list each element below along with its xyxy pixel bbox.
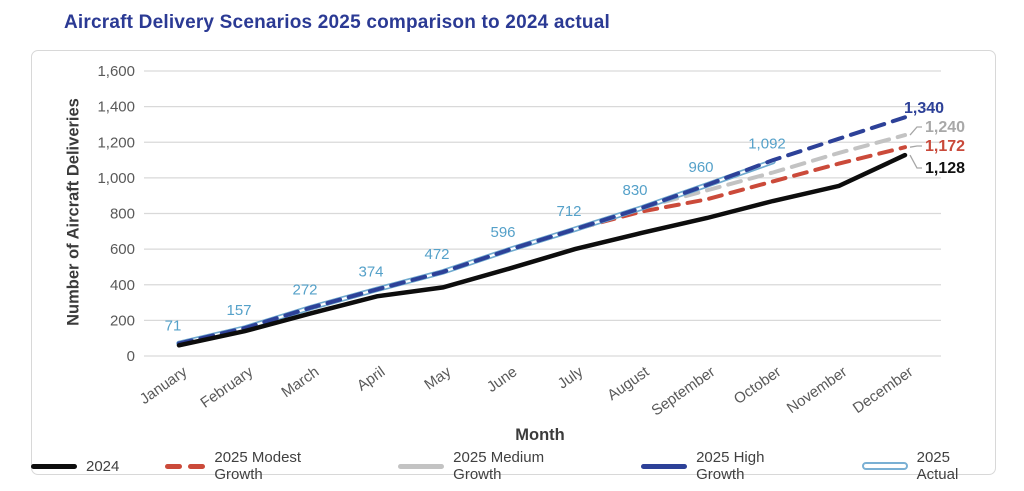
- series-2025-actual-core: [177, 160, 775, 345]
- y-tick-label: 1,600: [97, 63, 135, 80]
- legend-item-2025-medium-growth: 2025 Medium Growth: [398, 449, 595, 483]
- y-axis-title: Number of Aircraft Deliveries: [64, 98, 83, 326]
- data-label: 830: [622, 182, 647, 199]
- legend-swatch: [641, 463, 688, 469]
- legend-swatch: [861, 462, 908, 470]
- legend-item-2025-actual: 2025 Actual: [861, 449, 994, 483]
- legend-label: 2024: [86, 457, 120, 475]
- x-tick-label: October: [731, 363, 784, 408]
- leader-line: [909, 154, 922, 169]
- y-tick-label: 800: [110, 206, 135, 223]
- data-label: 272: [292, 282, 317, 299]
- legend-label: 2025 Modest Growth: [214, 449, 302, 483]
- x-tick-label: August: [604, 363, 653, 404]
- x-tick-label: April: [354, 363, 388, 394]
- end-label: 1,128: [925, 160, 965, 177]
- y-tick-label: 0: [127, 348, 135, 365]
- legend-item-2025-modest-growth: 2025 Modest Growth: [165, 449, 352, 483]
- x-axis-title: Month: [515, 426, 565, 444]
- plot-area: 0 200 400 600 800 1,000 1,200 1,400 1,600 January…: [97, 63, 965, 419]
- y-tick-label: 1,400: [97, 99, 135, 116]
- end-label: 1,340: [904, 100, 944, 117]
- data-label: 71: [165, 317, 182, 334]
- x-tick-label: March: [278, 363, 322, 401]
- data-label: 472: [424, 246, 449, 263]
- x-tick-label: September: [648, 363, 718, 419]
- series-2024: [176, 152, 908, 348]
- chart-frame: 0 200 400 600 800 1,000 1,200 1,400 1,600 January…: [31, 50, 996, 475]
- y-tick-label: 1,000: [97, 170, 135, 187]
- data-label: 712: [556, 203, 581, 220]
- x-tick-label: January: [137, 363, 191, 408]
- x-tick-label: May: [421, 363, 454, 393]
- data-label: 374: [358, 263, 383, 280]
- x-tick-label: November: [784, 363, 850, 417]
- y-tick-label: 200: [110, 312, 135, 329]
- leader-line: [909, 145, 922, 148]
- x-tick-label: December: [850, 363, 916, 417]
- x-tick-label: July: [555, 363, 587, 393]
- series-2025-high-growth: [177, 115, 907, 346]
- chart-legend: 2024 2025 Modest Growth 2025 Medium Growth…: [31, 449, 994, 483]
- y-tick-label: 400: [110, 277, 135, 294]
- data-label: 1,092: [748, 135, 786, 152]
- data-label: 960: [688, 159, 713, 176]
- y-tick-label: 600: [110, 241, 135, 258]
- data-label: 596: [490, 224, 515, 241]
- end-label: 1,172: [925, 138, 965, 155]
- legend-item-2024: 2024: [31, 458, 119, 475]
- legend-label: 2025 Medium Growth: [453, 449, 545, 483]
- legend-label: 2025 Actual: [916, 449, 959, 483]
- y-tick-label: 1,200: [97, 134, 135, 151]
- legend-label: 2025 High Growth: [696, 449, 765, 483]
- leader-line: [909, 126, 922, 136]
- x-tick-label: June: [484, 363, 520, 396]
- data-label: 157: [226, 302, 251, 319]
- legend-swatch: [398, 463, 445, 469]
- x-tick-label: February: [197, 363, 256, 412]
- legend-swatch: [165, 463, 206, 469]
- chart-title: Aircraft Delivery Scenarios 2025 compari…: [64, 12, 610, 33]
- legend-item-2025-high-growth: 2025 High Growth: [641, 449, 816, 483]
- legend-swatch: [31, 463, 77, 469]
- end-label: 1,240: [925, 119, 965, 136]
- series-2025-actual-outer: [176, 158, 776, 347]
